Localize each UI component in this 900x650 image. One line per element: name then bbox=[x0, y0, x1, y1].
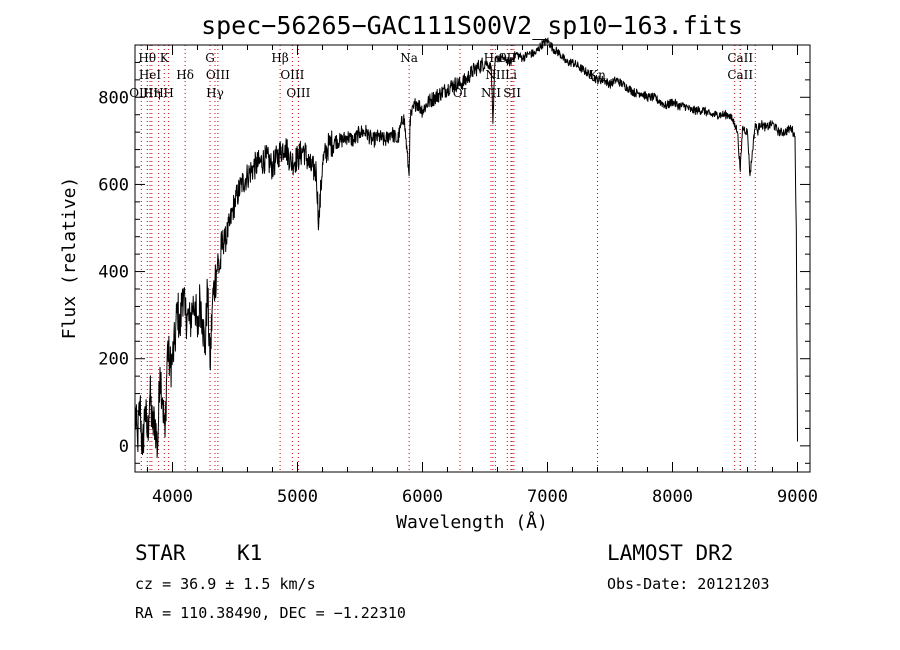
y-tick-label-3: 600 bbox=[98, 175, 129, 195]
line-label-9: Hγ bbox=[206, 86, 224, 100]
line-label-10: OIII bbox=[206, 68, 230, 82]
line-label-21: SII bbox=[503, 86, 521, 100]
line-label-11: Hβ bbox=[271, 51, 288, 65]
line-label-26: CaII bbox=[727, 68, 753, 82]
line-label-16: NII bbox=[481, 86, 501, 100]
redshift-velocity: cz = 36.9 ± 1.5 km/s bbox=[135, 575, 316, 593]
x-tick-label-0: 4000 bbox=[152, 487, 193, 507]
line-label-12: OIII bbox=[280, 68, 304, 82]
line-label-20: Li bbox=[505, 68, 517, 82]
y-tick-label-4: 800 bbox=[98, 88, 129, 108]
line-label-5: K bbox=[160, 51, 170, 65]
line-label-8: G bbox=[205, 51, 215, 65]
x-tick-label-3: 7000 bbox=[527, 487, 568, 507]
line-markers bbox=[140, 45, 756, 472]
line-label-14: Na bbox=[400, 51, 418, 65]
spectrum-series-0 bbox=[134, 37, 798, 459]
y-tick-label-0: 0 bbox=[119, 437, 129, 457]
line-label-25: CaII bbox=[727, 51, 753, 65]
x-tick-label-5: 9000 bbox=[777, 487, 818, 507]
line-label-13: OIII bbox=[286, 86, 310, 100]
line-label-3: Hη bbox=[143, 86, 161, 100]
x-axis: 4000 5000 6000 7000 8000 9000 bbox=[147, 45, 818, 507]
plot-frame bbox=[134, 44, 811, 473]
x-tick-label-4: 8000 bbox=[652, 487, 693, 507]
observation-date: Obs-Date: 20121203 bbox=[607, 575, 770, 593]
line-label-6: H bbox=[163, 86, 173, 100]
x-tick-label-1: 5000 bbox=[277, 487, 318, 507]
line-label-4: H bbox=[153, 86, 163, 100]
object-class: STAR bbox=[135, 541, 186, 565]
ra-dec: RA = 110.38490, DEC = −1.22310 bbox=[135, 604, 406, 622]
x-tick-label-2: 6000 bbox=[402, 487, 443, 507]
line-label-18: NII bbox=[485, 68, 505, 82]
y-tick-label-2: 400 bbox=[98, 263, 129, 283]
y-axis: 0 200 400 600 800 bbox=[98, 61, 810, 464]
line-label-2: HeI bbox=[139, 68, 162, 82]
y-axis-label: Flux (relative) bbox=[59, 177, 80, 340]
x-axis-label: Wavelength (Å) bbox=[396, 511, 548, 533]
object-subclass: K1 bbox=[237, 541, 263, 565]
y-tick-label-1: 200 bbox=[98, 350, 129, 370]
survey-name: LAMOST DR2 bbox=[607, 541, 734, 565]
line-label-7: Hδ bbox=[176, 68, 194, 82]
line-label-1: Hθ bbox=[138, 51, 156, 65]
chart-title: spec−56265−GAC111S00V2_sp10−163.fits bbox=[201, 11, 743, 40]
series-layer bbox=[134, 37, 798, 459]
